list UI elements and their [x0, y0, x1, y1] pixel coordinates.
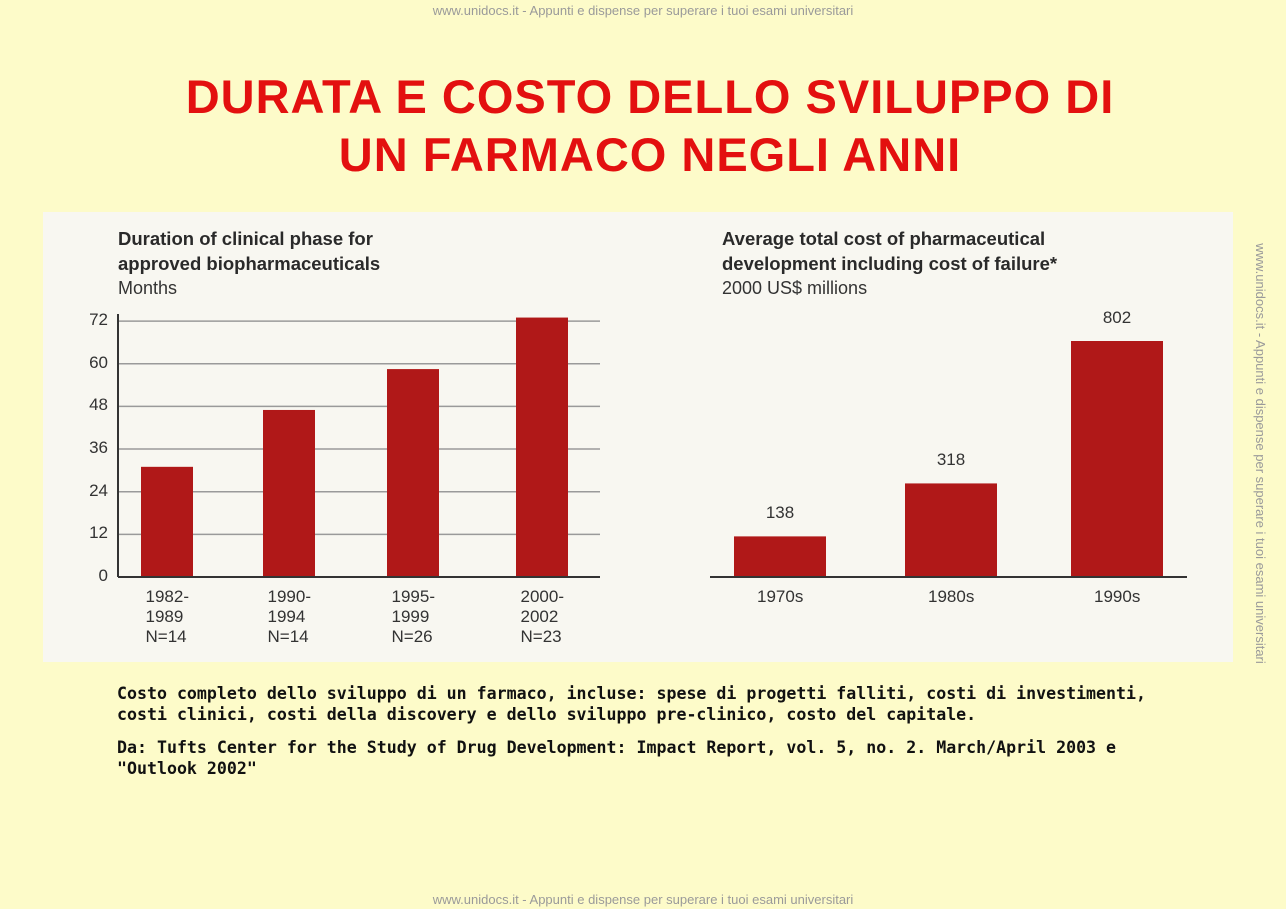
x-tick-label: 1970s — [757, 587, 804, 606]
chart-panel — [43, 212, 1233, 662]
chart-title: Duration of clinical phase for approved … — [118, 228, 381, 274]
chart-subtitle: Months — [118, 278, 178, 298]
x-tick-label: 1990- 1994 N=14 — [267, 587, 311, 646]
watermark: www.unidocs.it - Appunti e dispense per … — [432, 892, 854, 907]
bar — [516, 317, 568, 577]
bar — [141, 466, 193, 577]
watermark: www.unidocs.it - Appunti e dispense per … — [432, 3, 854, 18]
source: Da: Tufts Center for the Study of Drug D… — [117, 738, 1117, 778]
x-tick-label: 1980s — [928, 587, 975, 606]
bar — [734, 536, 826, 577]
x-tick-label: 1995- 1999 N=26 — [391, 587, 435, 646]
y-tick-label: 0 — [98, 566, 108, 585]
y-tick-label: 12 — [89, 523, 108, 543]
bar — [387, 369, 439, 577]
slide-title: DURATA E COSTO DELLO SVILUPPO DI UN FARM… — [185, 70, 1115, 181]
bar — [263, 409, 315, 577]
watermark: www.unidocs.it - Appunti e dispense per … — [1252, 243, 1268, 664]
chart-subtitle: 2000 US$ millions — [722, 278, 868, 298]
bar — [905, 483, 997, 577]
y-tick-label: 24 — [89, 480, 108, 500]
bar — [1071, 341, 1163, 577]
chart-title: Average total cost of pharmaceutical dev… — [722, 228, 1058, 274]
y-tick-label: 72 — [89, 310, 108, 330]
y-tick-label: 60 — [89, 352, 108, 372]
caption: Costo completo dello sviluppo di un farm… — [117, 684, 1146, 724]
value-label: 802 — [1102, 308, 1132, 327]
y-tick-label: 36 — [89, 438, 108, 458]
x-tick-label: 1982- 1989 N=14 — [145, 587, 189, 646]
value-label: 138 — [765, 503, 795, 523]
value-label: 318 — [936, 450, 966, 470]
y-tick-label: 48 — [89, 395, 108, 415]
x-tick-label: 2000- 2002 N=23 — [520, 587, 564, 646]
x-tick-label: 1990s — [1094, 587, 1141, 606]
